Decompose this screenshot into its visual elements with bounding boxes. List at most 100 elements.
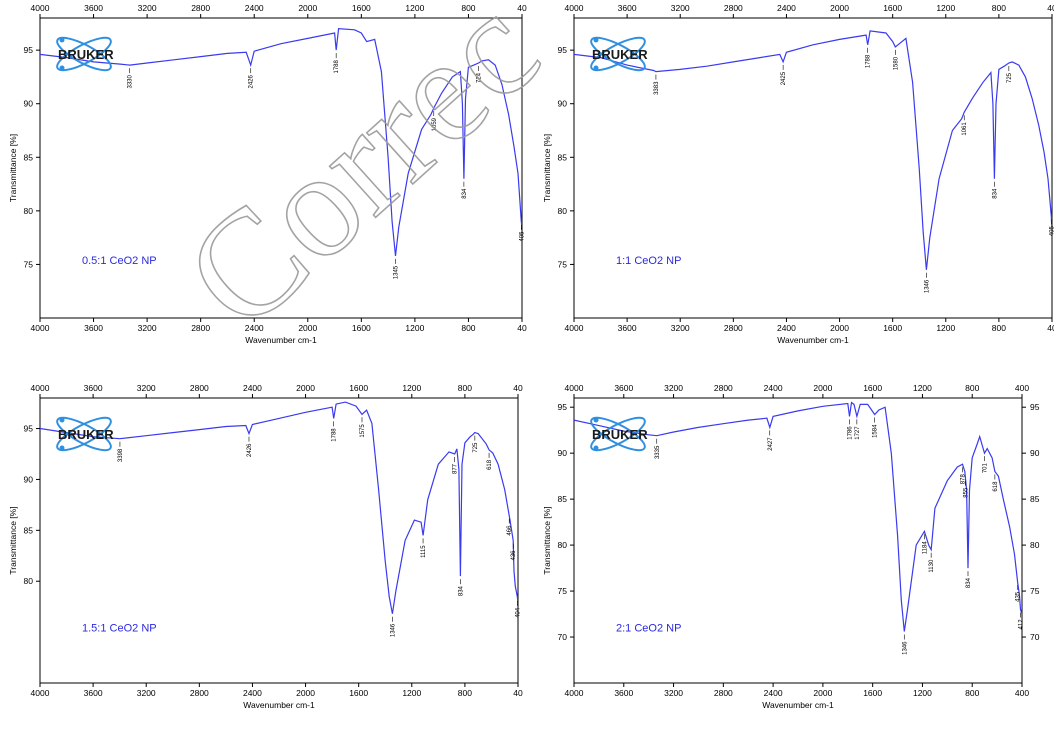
peak-label: 877 <box>453 463 459 474</box>
y-tick-label: 90 <box>24 99 34 109</box>
y-tick-label-right: 75 <box>1030 586 1040 596</box>
x-tick-label-top: 3200 <box>137 383 156 393</box>
x-tick-label: 1600 <box>883 323 902 333</box>
sample-label: 1.5:1 CeO2 NP <box>82 623 157 635</box>
y-tick-label-right: 90 <box>1030 448 1040 458</box>
spectrum-line <box>40 401 518 614</box>
x-tick-label-top: 1600 <box>883 3 902 13</box>
x-tick-label-top: 3600 <box>84 3 103 13</box>
x-tick-label: 2000 <box>813 688 832 698</box>
x-tick-label-top: 4000 <box>565 3 584 13</box>
x-tick-label: 3200 <box>664 688 683 698</box>
peak-label: 1184 <box>922 541 928 555</box>
spectrum-panel: 4000 4000 3600 3600 3200 3200 2800 2800 2400 2400… <box>542 383 1040 710</box>
y-tick-label: 80 <box>558 540 568 550</box>
peak-label: 3330 <box>128 74 134 88</box>
x-tick-label: 3200 <box>138 323 157 333</box>
x-tick-label: 3200 <box>671 323 690 333</box>
x-tick-label: 3600 <box>618 323 637 333</box>
peak-label: 878 <box>961 474 967 485</box>
x-tick-label: 4000 <box>565 323 584 333</box>
peak-label: 834 <box>966 577 972 588</box>
peak-label: 1115 <box>421 545 427 558</box>
y-tick-label: 80 <box>558 206 568 216</box>
y-tick-label: 85 <box>558 494 568 504</box>
x-tick-label: 800 <box>461 323 475 333</box>
logo-dot-icon <box>59 37 65 43</box>
x-tick-label-top: 4000 <box>31 383 50 393</box>
y-tick-label: 90 <box>24 474 34 484</box>
peak-label: 1346 <box>902 641 908 655</box>
peak-label: 1584 <box>873 424 879 438</box>
peak-label: 1786 <box>848 426 854 440</box>
logo-orbit-icon <box>56 36 112 72</box>
logo-dot-icon <box>593 445 599 451</box>
spectrum-line <box>40 28 522 256</box>
x-tick-label: 3600 <box>84 323 103 333</box>
x-tick-label-top: 3600 <box>614 383 633 393</box>
peak-label: 834 <box>458 585 464 596</box>
x-tick-label: 400 <box>1015 688 1029 698</box>
peak-label: 3398 <box>118 448 124 462</box>
x-tick-label: 3600 <box>84 688 103 698</box>
peak-label: 1346 <box>390 623 396 637</box>
x-tick-label-top: 800 <box>992 3 1006 13</box>
x-tick-label: 3600 <box>614 688 633 698</box>
peak-label: 724 <box>477 72 483 83</box>
y-tick-label: 75 <box>558 259 568 269</box>
logo-orbit-icon <box>56 416 112 452</box>
y-tick-label: 80 <box>24 206 34 216</box>
x-axis-title: Wavenumber cm-1 <box>777 335 849 345</box>
bruker-logo: BRUKER <box>56 36 114 72</box>
peak-label: 1788 <box>332 428 338 442</box>
peak-label: 3383 <box>654 81 660 95</box>
logo-text: BRUKER <box>592 47 648 62</box>
plot-frame <box>573 17 1053 319</box>
y-axis-title: Transmittance [%] <box>542 134 552 202</box>
logo-text: BRUKER <box>592 427 648 442</box>
x-tick-label-top: 40 <box>517 3 527 13</box>
x-tick-label: 1600 <box>863 688 882 698</box>
logo-dot-icon <box>59 445 65 451</box>
y-axis-title: Transmittance [%] <box>8 506 18 574</box>
x-tick-label-top: 4000 <box>31 3 50 13</box>
y-tick-label: 95 <box>24 45 34 55</box>
x-tick-label: 40 <box>513 688 523 698</box>
x-tick-label: 40 <box>1047 323 1054 333</box>
y-tick-label: 90 <box>558 448 568 458</box>
x-tick-label-top: 3200 <box>664 383 683 393</box>
x-tick-label: 1200 <box>913 688 932 698</box>
logo-orbit-icon <box>590 36 646 72</box>
peak-label: 405 <box>519 231 525 242</box>
x-tick-label-top: 1600 <box>352 3 371 13</box>
y-tick-label: 85 <box>558 152 568 162</box>
peak-label: 1727 <box>855 426 861 440</box>
peak-label: 1061 <box>962 122 968 136</box>
x-tick-label-top: 800 <box>461 3 475 13</box>
x-tick-label-top: 2000 <box>830 3 849 13</box>
logo-orbit-icon <box>590 416 646 452</box>
peak-label: 1130 <box>929 559 935 573</box>
logo-orbit-icon <box>56 36 112 72</box>
sample-label: 0.5:1 CeO2 NP <box>82 255 157 267</box>
peak-label: 3335 <box>655 445 661 459</box>
x-tick-label-top: 1600 <box>863 383 882 393</box>
x-tick-label: 1200 <box>936 323 955 333</box>
peak-label: 1788 <box>866 54 872 68</box>
peak-label: 1059 <box>432 117 438 131</box>
x-tick-label-top: 3200 <box>138 3 157 13</box>
x-tick-label-top: 2800 <box>714 383 733 393</box>
x-tick-label-top: 800 <box>965 383 979 393</box>
sample-label: 2:1 CeO2 NP <box>616 623 681 635</box>
x-tick-label: 40 <box>517 323 527 333</box>
peak-label: 412 <box>1019 619 1025 630</box>
x-tick-label: 2000 <box>296 688 315 698</box>
logo-dot-icon <box>59 417 65 423</box>
plot-frame <box>573 397 1023 684</box>
peak-label: 1346 <box>924 279 930 293</box>
x-tick-label-top: 2800 <box>724 3 743 13</box>
logo-dot-icon <box>593 37 599 43</box>
x-tick-label-top: 400 <box>1015 383 1029 393</box>
x-tick-label: 2400 <box>243 688 262 698</box>
peak-label: 618 <box>487 459 493 470</box>
